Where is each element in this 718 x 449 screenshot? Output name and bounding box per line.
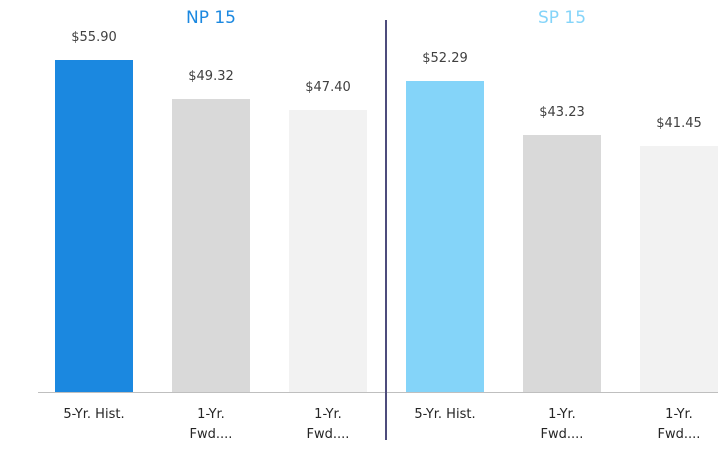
category-label: 1-Yr. Fwd.... — [306, 407, 350, 442]
baseline — [38, 392, 718, 393]
value-label: $41.45 — [656, 115, 702, 131]
value-label: $49.32 — [188, 69, 234, 85]
category-label: 1-Yr. Fwd.... — [540, 407, 584, 442]
group-title: SP 15 — [537, 8, 587, 28]
group-title: NP 15 — [185, 8, 236, 28]
bar — [172, 99, 250, 392]
value-label: $43.23 — [539, 105, 585, 121]
divider — [385, 20, 387, 440]
bar — [55, 59, 133, 392]
category-label: 1-Yr. Fwd.... — [189, 407, 233, 442]
category-label: 5-Yr. Hist. — [414, 407, 476, 422]
category-label: 5-Yr. Hist. — [63, 407, 125, 422]
category-label: 1-Yr. Fwd.... — [657, 407, 701, 442]
value-label: $55.90 — [71, 29, 117, 45]
bar — [289, 110, 367, 392]
bar — [640, 145, 718, 392]
bar — [523, 135, 601, 392]
bar — [406, 81, 484, 392]
value-label: $52.29 — [422, 51, 468, 67]
value-label: $47.40 — [305, 80, 351, 96]
